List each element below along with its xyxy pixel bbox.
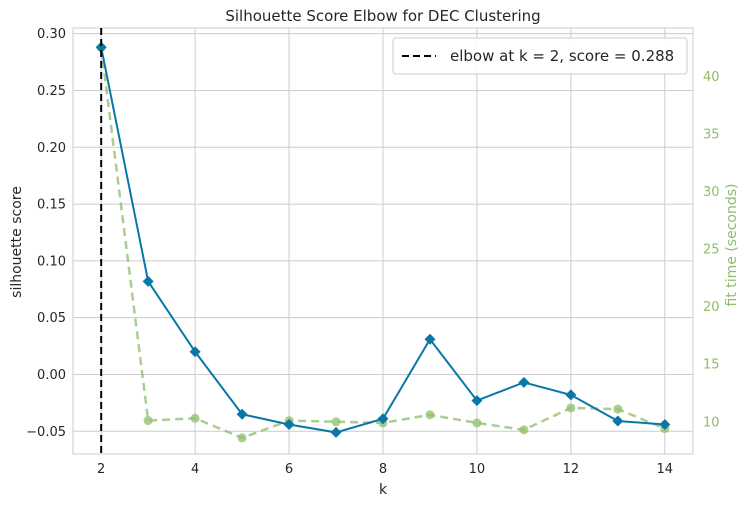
y2-tick-label: 20	[703, 300, 720, 315]
y2-tick-label: 25	[703, 243, 720, 258]
chart-title: Silhouette Score Elbow for DEC Clusterin…	[225, 7, 540, 25]
y-tick-label: −0.05	[26, 425, 66, 440]
silhouette-score-point	[236, 408, 248, 420]
silhouette-score-point	[330, 426, 342, 438]
x-tick-label: 8	[379, 462, 387, 477]
y-tick-label: 0.30	[37, 27, 66, 42]
y2-axis-ticks: 10 15 20 25 30 35 40	[703, 70, 720, 430]
grid-lines	[73, 28, 693, 454]
legend-box	[392, 37, 688, 75]
x-tick-label: 14	[657, 462, 674, 477]
y-axis-title: silhouette score	[9, 186, 25, 298]
fit-time-point	[425, 410, 435, 420]
fit-time-point	[613, 404, 623, 414]
y-tick-label: 0.15	[37, 198, 66, 213]
x-tick-label: 4	[191, 462, 199, 477]
y-tick-label: 0.05	[37, 311, 66, 326]
silhouette-score-point	[659, 418, 671, 430]
y2-tick-label: 35	[703, 127, 720, 142]
fit-time-point	[519, 425, 529, 435]
x-tick-label: 12	[563, 462, 580, 477]
silhouette-score-point	[471, 395, 483, 407]
fit-time-point	[331, 417, 341, 427]
legend-elbow-label: elbow at k = 2, score = 0.288	[450, 47, 674, 65]
x-axis-title: k	[379, 482, 388, 498]
silhouette-score-point	[518, 376, 530, 388]
y2-tick-label: 15	[703, 358, 720, 373]
x-axis-ticks: 2 4 6 8 10 12 14	[97, 462, 673, 477]
fit-time-point	[472, 418, 482, 428]
x-tick-label: 2	[97, 462, 105, 477]
silhouette-score-point	[612, 415, 624, 427]
silhouette-score-point	[283, 418, 295, 430]
fit-time-point	[237, 433, 247, 443]
silhouette-score-point	[565, 389, 577, 401]
x-tick-label: 10	[469, 462, 486, 477]
silhouette-score-point	[142, 275, 154, 287]
silhouette-score-point	[95, 41, 107, 53]
y-tick-label: 0.25	[37, 84, 66, 99]
y2-tick-label: 40	[703, 70, 720, 85]
fit-time-point	[143, 416, 153, 426]
silhouette-score-point	[424, 333, 436, 345]
y-tick-label: 0.10	[37, 254, 66, 269]
x-tick-label: 6	[285, 462, 293, 477]
silhouette-score-point	[377, 413, 389, 425]
y2-axis-title: fit time (seconds)	[724, 184, 740, 307]
y-tick-label: 0.00	[37, 368, 66, 383]
y2-tick-label: 30	[703, 185, 720, 200]
plot-frame	[72, 27, 694, 455]
fit-time-point	[566, 403, 576, 413]
y-tick-label: 0.20	[37, 141, 66, 156]
fit-time-point	[190, 413, 200, 423]
y2-tick-label: 10	[703, 415, 720, 430]
y-axis-ticks: −0.05 0.00 0.05 0.10 0.15 0.20 0.25 0.30	[26, 27, 66, 440]
legend: elbow at k = 2, score = 0.288	[392, 37, 688, 75]
silhouette-score-point	[189, 346, 201, 358]
silhouette-score-series	[95, 41, 671, 438]
